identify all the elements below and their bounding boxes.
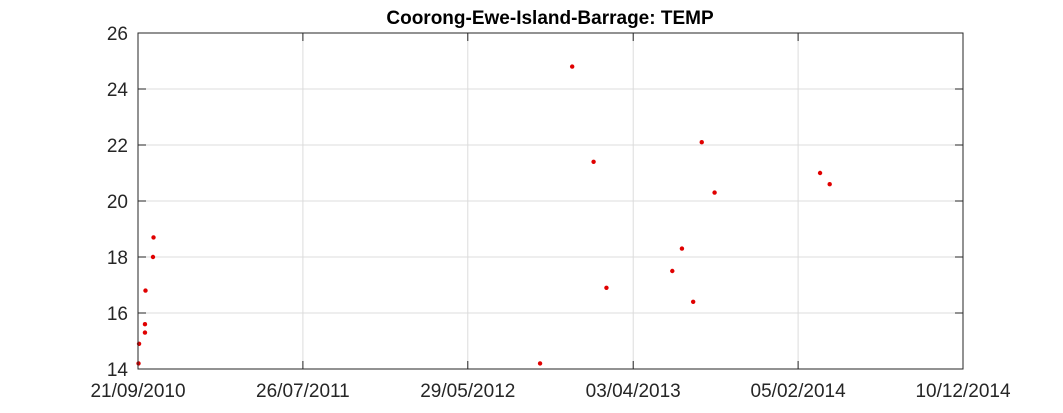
data-point bbox=[151, 235, 156, 240]
x-tick-label: 29/05/2012 bbox=[420, 381, 515, 402]
y-tick-label: 14 bbox=[107, 360, 129, 381]
y-tick-label: 24 bbox=[107, 80, 129, 101]
chart-title: Coorong-Ewe-Island-Barrage: TEMP bbox=[386, 8, 714, 29]
axis-ticks bbox=[137, 32, 964, 370]
x-tick-label: 05/02/2014 bbox=[751, 381, 847, 402]
y-tick-label: 18 bbox=[107, 248, 128, 269]
data-point bbox=[143, 288, 148, 293]
data-point bbox=[569, 64, 575, 69]
data-point bbox=[827, 182, 832, 187]
data-points bbox=[136, 64, 832, 366]
y-tick-label: 22 bbox=[107, 136, 128, 157]
data-point bbox=[142, 330, 148, 335]
data-point bbox=[817, 170, 823, 176]
data-point bbox=[136, 361, 141, 366]
data-point bbox=[712, 190, 717, 195]
data-point bbox=[679, 246, 685, 251]
x-tick-label: 21/09/2010 bbox=[90, 381, 185, 402]
data-point bbox=[150, 254, 156, 260]
x-tick-label: 26/07/2011 bbox=[256, 381, 350, 402]
y-tick-label: 26 bbox=[107, 24, 128, 45]
data-point bbox=[670, 268, 675, 274]
y-tick-label: 20 bbox=[107, 192, 128, 213]
data-point bbox=[537, 361, 543, 366]
data-point bbox=[690, 299, 696, 304]
data-point bbox=[699, 140, 704, 145]
y-tick-label: 16 bbox=[107, 304, 128, 325]
x-tick-label: 03/04/2013 bbox=[586, 381, 681, 402]
data-point bbox=[142, 322, 148, 327]
data-point bbox=[604, 285, 609, 290]
x-tick-label: 10/12/2014 bbox=[915, 381, 1011, 402]
data-point bbox=[591, 159, 596, 164]
tick-labels: 21/09/2010 26/07/2011 29/05/2012 03/04/2013… bbox=[90, 24, 1011, 402]
